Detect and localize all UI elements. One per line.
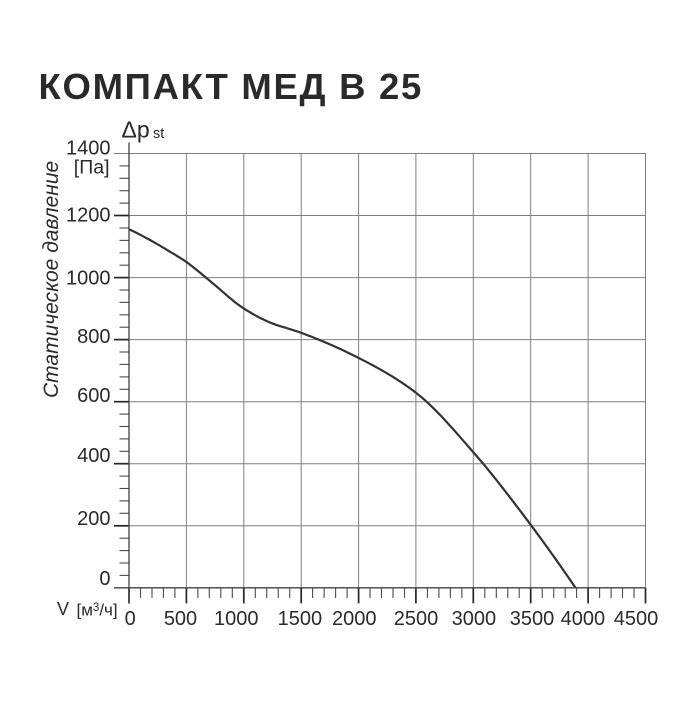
svg-text:200: 200 (77, 508, 110, 530)
svg-text:1000: 1000 (214, 608, 259, 630)
svg-text:800: 800 (77, 326, 110, 348)
svg-text:3000: 3000 (452, 608, 497, 630)
svg-text:0: 0 (99, 568, 110, 590)
svg-text:[Па]: [Па] (74, 157, 110, 179)
svg-text:1500: 1500 (278, 608, 323, 630)
svg-text:400: 400 (77, 445, 110, 467)
svg-text:4000: 4000 (561, 608, 606, 630)
svg-text:3500: 3500 (510, 608, 555, 630)
svg-text:КОМПАКТ МЕД В 25: КОМПАКТ МЕД В 25 (39, 66, 423, 107)
svg-text:2000: 2000 (332, 608, 377, 630)
svg-text:500: 500 (164, 608, 197, 630)
svg-text:Статическое давление: Статическое давление (40, 161, 63, 398)
svg-text:1000: 1000 (66, 268, 111, 290)
svg-text:4500: 4500 (614, 608, 659, 630)
svg-text:0: 0 (125, 608, 136, 630)
svg-text:1200: 1200 (66, 205, 111, 227)
svg-text:st: st (153, 126, 164, 142)
svg-text:2500: 2500 (394, 608, 439, 630)
svg-text:Δp: Δp (122, 117, 150, 143)
svg-text:600: 600 (77, 385, 110, 407)
svg-text:V: V (57, 599, 69, 619)
svg-text:1400: 1400 (66, 137, 111, 159)
svg-text:[м3/ч]: [м3/ч] (77, 601, 118, 620)
